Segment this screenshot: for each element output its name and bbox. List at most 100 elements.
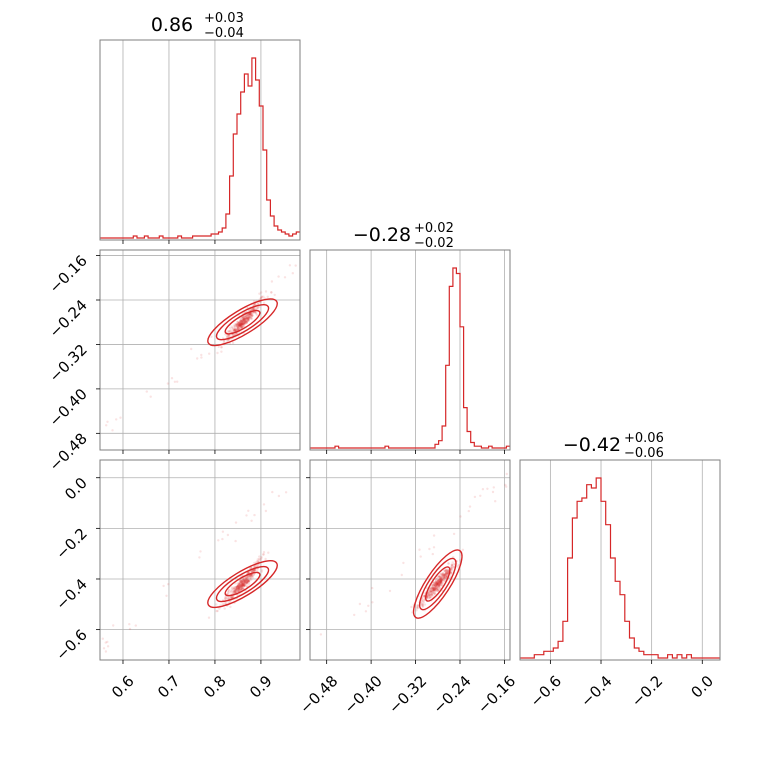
scatter-point xyxy=(253,569,256,572)
scatter-point xyxy=(445,569,448,572)
scatter-point xyxy=(240,579,244,583)
scatter-point xyxy=(238,586,241,589)
scatter-point xyxy=(432,588,435,592)
scatter-point xyxy=(196,357,199,360)
scatter-point xyxy=(221,537,224,541)
scatter-point xyxy=(244,316,247,319)
scatter-point xyxy=(436,583,440,587)
scatter-point xyxy=(236,326,239,329)
scatter-point xyxy=(247,583,250,586)
contour-core xyxy=(235,317,250,327)
scatter-point xyxy=(236,585,240,588)
scatter-point xyxy=(115,418,118,421)
scatter-point xyxy=(106,645,110,648)
scatter-point xyxy=(236,586,240,589)
scatter-point xyxy=(246,579,249,582)
scatter-point xyxy=(242,580,246,583)
scatter-point xyxy=(253,565,256,568)
scatter-point xyxy=(104,641,108,644)
scatter-point xyxy=(431,586,434,589)
scatter-point xyxy=(167,583,170,586)
scatter-point xyxy=(264,557,267,561)
scatter-point xyxy=(242,317,245,321)
scatter-point xyxy=(439,577,442,580)
scatter-point xyxy=(239,584,242,588)
scatter-point xyxy=(249,314,252,318)
scatter-point xyxy=(432,582,435,585)
scatter-point xyxy=(231,341,235,345)
scatter-point xyxy=(247,314,251,317)
contour-level xyxy=(215,565,270,603)
scatter-point xyxy=(237,322,240,326)
scatter-point xyxy=(419,555,422,558)
scatter-point xyxy=(444,569,447,572)
scatter-point xyxy=(235,588,238,591)
scatter-point xyxy=(432,584,436,587)
scatter-point xyxy=(450,566,453,570)
scatter-point xyxy=(242,584,245,587)
scatter-point xyxy=(434,587,437,590)
scatter-point xyxy=(256,307,259,310)
scatter-point xyxy=(438,580,441,584)
scatter-point xyxy=(241,323,244,326)
panel-title-0: 0.86 xyxy=(151,14,193,36)
scatter-point xyxy=(248,313,252,317)
scatter-point xyxy=(241,583,245,586)
scatter-point xyxy=(226,533,230,537)
scatter-point xyxy=(427,594,430,597)
scatter-point xyxy=(433,591,436,594)
scatter-point xyxy=(230,596,233,599)
scatter-point xyxy=(442,572,445,575)
contour-level xyxy=(425,566,451,602)
scatter-point xyxy=(505,485,508,488)
scatter-point xyxy=(253,513,256,517)
scatter-point xyxy=(243,314,247,318)
scatter-point xyxy=(238,323,242,327)
scatter-point xyxy=(254,312,258,315)
scatter-point xyxy=(431,584,435,587)
scatter-point xyxy=(238,319,242,323)
scatter-point xyxy=(452,565,455,569)
scatter-point xyxy=(260,570,263,573)
scatter-point xyxy=(250,314,253,317)
scatter-point xyxy=(421,601,424,604)
scatter-point xyxy=(237,586,241,589)
scatter-point xyxy=(415,609,418,612)
scatter-point xyxy=(237,584,240,588)
scatter-point xyxy=(244,578,248,581)
scatter-point xyxy=(251,576,255,579)
scatter-point xyxy=(449,573,452,576)
scatter-point xyxy=(241,324,245,327)
scatter-point xyxy=(246,575,249,578)
scatter-point xyxy=(436,584,439,587)
panel-frame xyxy=(309,249,511,451)
scatter-point xyxy=(245,577,248,580)
scatter-point xyxy=(436,582,439,585)
scatter-point xyxy=(242,584,245,587)
scatter-point xyxy=(170,377,174,380)
scatter-point xyxy=(246,571,250,574)
scatter-point xyxy=(436,582,440,585)
scatter-point xyxy=(145,390,148,393)
scatter-point xyxy=(436,589,440,592)
scatter-point xyxy=(241,322,244,325)
scatter-point xyxy=(243,578,246,581)
scatter-point xyxy=(430,585,433,589)
scatter-point xyxy=(264,509,268,513)
scatter-point xyxy=(259,296,263,300)
scatter-point xyxy=(248,309,251,312)
scatter-point xyxy=(215,609,218,613)
panel-title-minus-2: −0.06 xyxy=(624,446,664,461)
scatter-point xyxy=(236,328,239,331)
scatter-point xyxy=(239,323,242,326)
scatter-point xyxy=(243,316,247,320)
scatter-point xyxy=(238,587,241,590)
scatter-point xyxy=(442,573,445,576)
scatter-point xyxy=(228,330,231,334)
scatter-point xyxy=(244,322,247,325)
scatter-point xyxy=(248,316,251,319)
scatter-point xyxy=(353,613,356,617)
scatter-point xyxy=(449,565,453,568)
scatter-point xyxy=(235,328,239,332)
scatter-point xyxy=(245,321,248,324)
